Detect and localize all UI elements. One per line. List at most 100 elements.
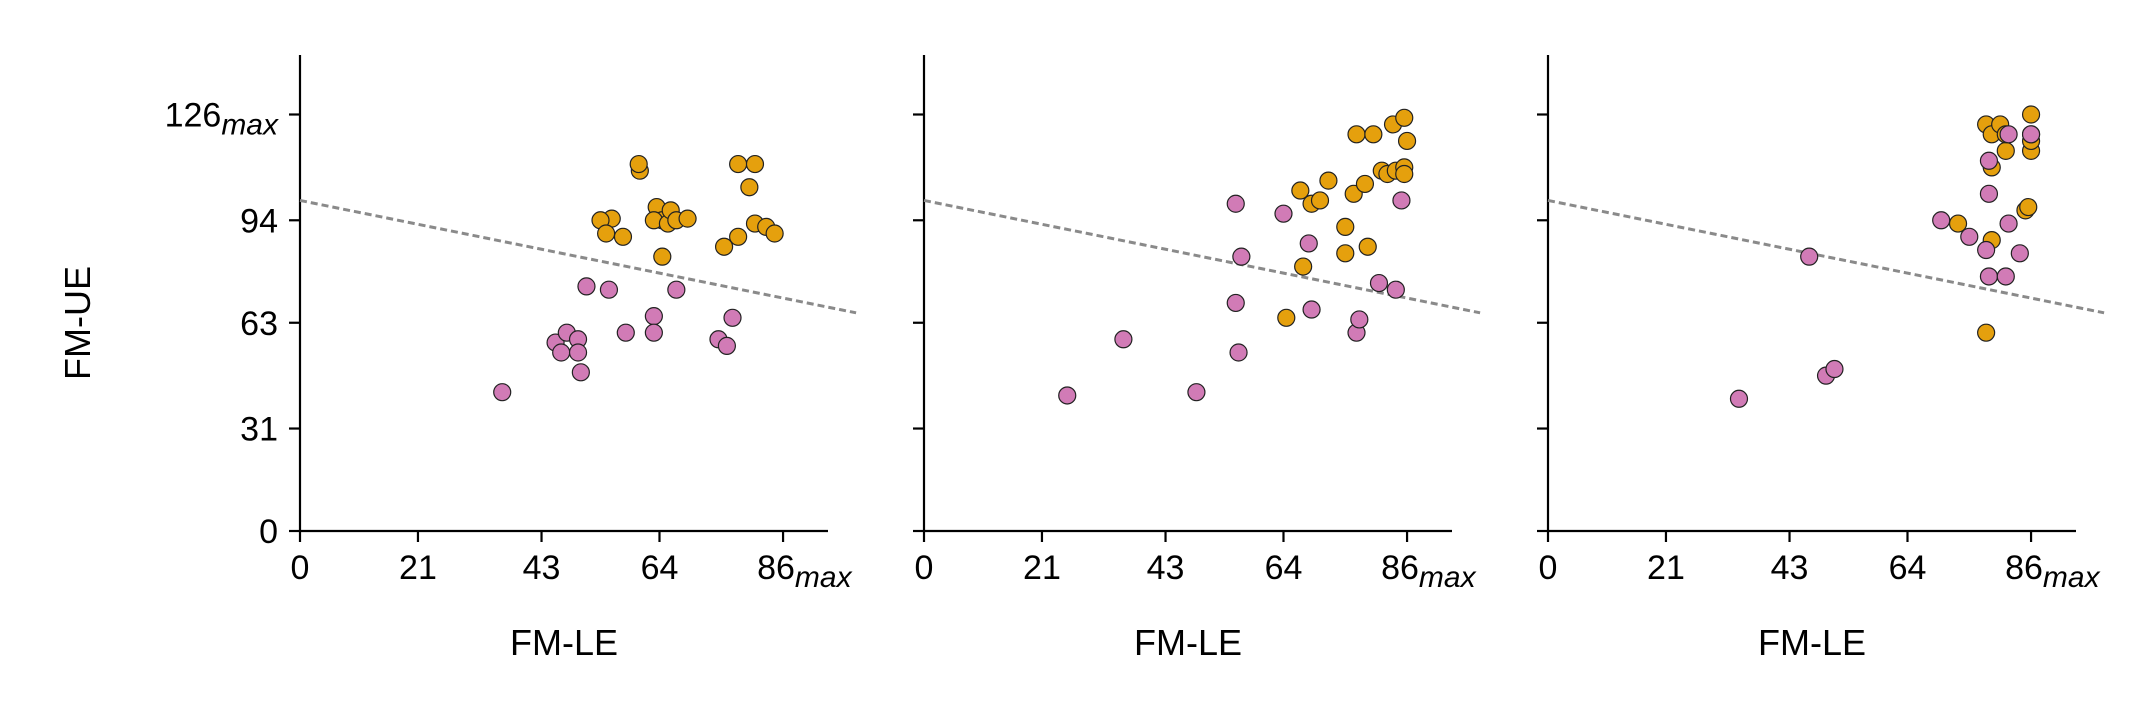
x-tick-label: 43 [1771, 549, 1809, 587]
scatter-point [552, 343, 571, 362]
scatter-point [571, 363, 590, 382]
scatter-point [644, 323, 663, 342]
scatter-point [1999, 214, 2018, 233]
scatter-point [1226, 293, 1245, 313]
x-tick-label: 0 [1539, 549, 1558, 587]
scatter-point [2010, 244, 2029, 263]
scatter-point [1310, 191, 1330, 210]
scatter-point [1319, 171, 1338, 190]
x-tick-label: 21 [1023, 549, 1061, 587]
scatter-point [1114, 330, 1133, 349]
scatter-point [1800, 247, 1819, 266]
scatter-point [1336, 244, 1355, 263]
scatter-point [613, 227, 633, 246]
scatter-point [2019, 197, 2038, 217]
scatter-point [1977, 240, 1996, 260]
x-tick-label: 0 [915, 549, 934, 587]
x-tick-subscript: max [2043, 561, 2101, 594]
scatter-point [1932, 211, 1951, 230]
scatter-point [653, 247, 672, 266]
x-axis-label: FM-LE [1134, 622, 1242, 663]
scatter-point [1395, 164, 1414, 184]
scatter-point [1299, 234, 1318, 253]
scatter-point [1358, 237, 1377, 256]
panel-2: 0 21 43 64 86max FM-LE [913, 55, 1481, 663]
scatter-point [729, 154, 748, 174]
x-tick-label: 86max [757, 549, 853, 594]
scatter-point [493, 383, 512, 402]
scatter-point [1386, 280, 1405, 299]
scatter-point [1294, 257, 1313, 276]
x-axis-label: FM-LE [1758, 622, 1866, 663]
scatter-point [1364, 125, 1383, 144]
scatter-point [568, 343, 588, 362]
scatter-point [1395, 108, 1414, 127]
scatter-point [1979, 267, 1999, 286]
x-tick-label: 43 [523, 549, 561, 587]
scatter-point [1277, 308, 1296, 327]
x-tick-label: 21 [1647, 549, 1685, 587]
x-tick-label: 64 [641, 549, 679, 587]
scatter-point [740, 178, 759, 197]
reference-line [1547, 198, 2105, 315]
x-tick-label: 86max [2005, 549, 2101, 594]
scatter-point [577, 277, 596, 296]
y-tick-label: 126max [165, 97, 279, 142]
x-tick-subscript: max [795, 561, 853, 594]
scatter-point [1996, 267, 2015, 286]
scatter-point [723, 308, 742, 327]
scatter-point [667, 280, 686, 299]
scatter-point [1187, 383, 1206, 402]
y-tick-subscript: max [221, 109, 279, 142]
scatter-point [1302, 300, 1321, 319]
y-tick-label: 31 [240, 411, 278, 449]
scatter-point [1825, 359, 1844, 379]
scatter-point [629, 154, 648, 174]
scatter-point [1226, 194, 1245, 213]
scatter-point [1058, 386, 1077, 405]
reference-line [923, 198, 1481, 315]
scatter-point [2021, 105, 2041, 124]
scatter-point [1977, 323, 1996, 342]
scatter-point [1232, 247, 1251, 266]
scatter-point [745, 154, 765, 174]
scatter-point [1397, 131, 1417, 151]
scatter-point [599, 280, 619, 299]
x-tick-label: 0 [291, 549, 310, 587]
scatter-point [644, 307, 663, 326]
x-tick-label: 21 [399, 549, 437, 587]
x-axis-label: FM-LE [510, 622, 618, 663]
scatter-point [1999, 125, 2018, 144]
scatter-point [717, 336, 736, 355]
scatter-point [2021, 125, 2041, 144]
scatter-point [1979, 184, 1999, 203]
x-tick-label: 64 [1265, 549, 1303, 587]
scatter-point [1960, 227, 1979, 246]
scatter-point [1350, 310, 1369, 329]
scatter-point [1336, 217, 1355, 236]
scatter-point [1979, 151, 1999, 170]
scatter-point [1355, 174, 1375, 194]
scatter-point [1274, 204, 1293, 223]
y-tick-label: 63 [240, 305, 278, 343]
scatter-point [616, 323, 635, 342]
scatter-point [714, 237, 734, 256]
scatter-point [765, 224, 784, 243]
scatter-point [1291, 181, 1310, 200]
y-axis-label: FM-UE [57, 266, 98, 380]
x-tick-label: 43 [1147, 549, 1185, 587]
x-tick-label: 64 [1889, 549, 1927, 587]
x-tick-subscript: max [1419, 561, 1477, 594]
panel-3: 0 21 43 64 86max FM-LE [1537, 55, 2105, 663]
reference-line [299, 198, 857, 315]
scatter-point [1347, 125, 1366, 144]
x-tick-label: 86max [1381, 549, 1477, 594]
scatter-point [1229, 343, 1248, 362]
scatter-point [678, 209, 697, 228]
y-tick-label: 0 [259, 513, 278, 551]
y-tick-label: 94 [240, 202, 278, 240]
scatter-point [1369, 273, 1389, 293]
scatter-point [1392, 191, 1411, 210]
scatter-point [1996, 141, 2015, 160]
